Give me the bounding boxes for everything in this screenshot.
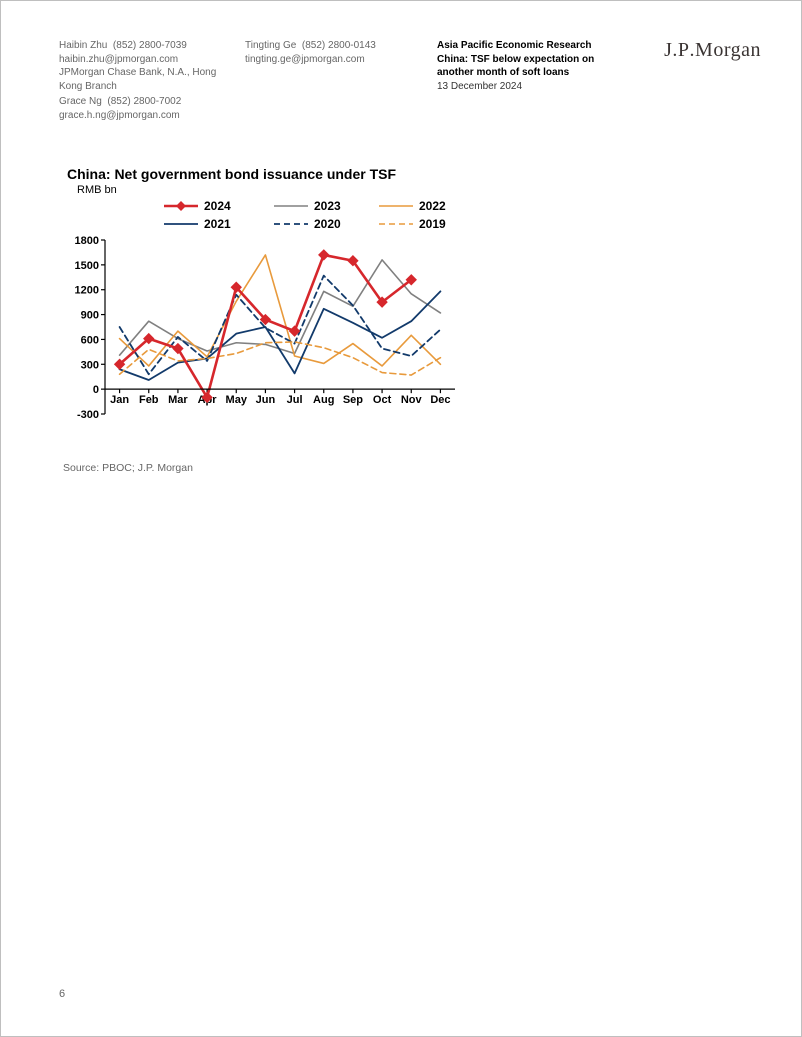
svg-text:May: May xyxy=(226,394,248,406)
page: Haibin Zhu (852) 2800-7039 haibin.zhu@jp… xyxy=(0,0,802,1037)
page-number: 6 xyxy=(59,988,65,1000)
svg-text:-300: -300 xyxy=(77,409,99,421)
report-date: 13 December 2024 xyxy=(437,80,627,94)
author-email: haibin.zhu@jpmorgan.com xyxy=(59,53,239,67)
svg-text:2021: 2021 xyxy=(204,217,231,231)
author-block-1: Haibin Zhu (852) 2800-7039 haibin.zhu@jp… xyxy=(59,39,239,122)
chart-svg: -3000300600900120015001800JanFebMarAprMa… xyxy=(59,196,459,456)
author-affil: JPMorgan Chase Bank, N.A., Hong Kong Bra… xyxy=(59,66,239,93)
svg-text:2020: 2020 xyxy=(314,217,341,231)
svg-text:Jul: Jul xyxy=(287,394,303,406)
svg-text:Jan: Jan xyxy=(110,394,129,406)
svg-text:1200: 1200 xyxy=(75,285,99,297)
author-email: grace.h.ng@jpmorgan.com xyxy=(59,109,239,123)
svg-text:Mar: Mar xyxy=(168,394,188,406)
author-block-2: Tingting Ge (852) 2800-0143 tingting.ge@… xyxy=(245,39,405,66)
report-meta: Asia Pacific Economic Research China: TS… xyxy=(437,39,627,93)
svg-text:Dec: Dec xyxy=(430,394,450,406)
chart-block: China: Net government bond issuance unde… xyxy=(59,166,459,474)
svg-text:0: 0 xyxy=(93,384,99,396)
svg-text:2023: 2023 xyxy=(314,199,341,213)
report-header: Haibin Zhu (852) 2800-7039 haibin.zhu@jp… xyxy=(59,39,761,129)
chart-title: China: Net government bond issuance unde… xyxy=(59,166,459,182)
svg-text:300: 300 xyxy=(81,359,99,371)
svg-text:Oct: Oct xyxy=(373,394,392,406)
svg-text:Nov: Nov xyxy=(401,394,423,406)
chart-source: Source: PBOC; J.P. Morgan xyxy=(59,462,459,474)
svg-text:Aug: Aug xyxy=(313,394,334,406)
research-group: Asia Pacific Economic Research xyxy=(437,39,627,53)
svg-text:2022: 2022 xyxy=(419,199,446,213)
chart-y-unit: RMB bn xyxy=(59,184,459,196)
svg-text:1800: 1800 xyxy=(75,235,99,247)
svg-text:Jun: Jun xyxy=(256,394,276,406)
svg-text:900: 900 xyxy=(81,310,99,322)
svg-text:2019: 2019 xyxy=(419,217,446,231)
author-line: Tingting Ge (852) 2800-0143 xyxy=(245,39,405,53)
svg-text:Feb: Feb xyxy=(139,394,159,406)
svg-text:600: 600 xyxy=(81,334,99,346)
author-email: tingting.ge@jpmorgan.com xyxy=(245,53,405,67)
svg-text:1500: 1500 xyxy=(75,260,99,272)
svg-text:Sep: Sep xyxy=(343,394,363,406)
author-line: Grace Ng (852) 2800-7002 xyxy=(59,95,239,109)
svg-text:2024: 2024 xyxy=(204,199,231,213)
report-title: China: TSF below expectation on another … xyxy=(437,53,627,80)
author-line: Haibin Zhu (852) 2800-7039 xyxy=(59,39,239,53)
brand-logo: J.P.Morgan xyxy=(664,37,761,64)
